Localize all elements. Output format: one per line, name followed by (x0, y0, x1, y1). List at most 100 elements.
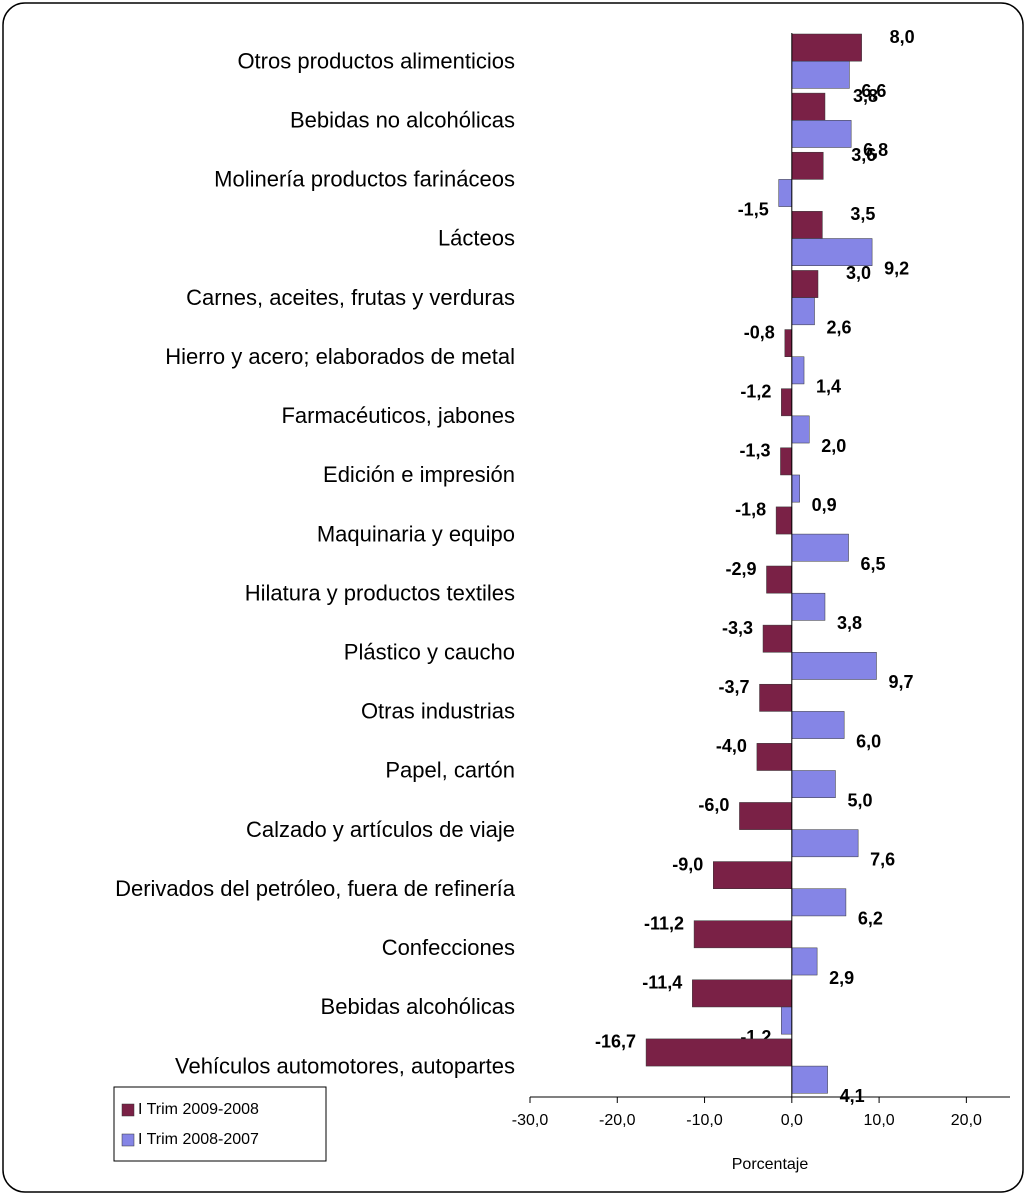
category-label: Otros productos alimenticios (237, 48, 515, 73)
value-label: 2,9 (829, 968, 854, 988)
bar (791, 238, 873, 266)
bar (762, 624, 793, 653)
bar (791, 60, 850, 89)
bar (791, 211, 823, 239)
value-label: 2,0 (821, 436, 846, 456)
bar (778, 179, 793, 207)
value-label: -11,4 (642, 973, 682, 993)
bar (780, 447, 793, 476)
bar (791, 770, 836, 798)
category-label: Bebidas no alcohólicas (290, 107, 515, 132)
bar (756, 743, 793, 771)
bar (791, 947, 818, 976)
value-label: -3,7 (718, 677, 749, 697)
x-tick-label: 10,0 (864, 1112, 895, 1129)
x-tick-label: -30,0 (512, 1112, 549, 1129)
bar (693, 920, 793, 949)
value-label: 5,0 (847, 790, 872, 810)
value-label: 8,0 (890, 27, 915, 47)
bar (791, 33, 862, 62)
bar (791, 270, 819, 298)
bar (791, 120, 852, 148)
value-label: 6,8 (863, 140, 888, 160)
x-tick-label: 0,0 (781, 1112, 803, 1129)
value-label: -1,2 (740, 381, 771, 401)
bar (791, 474, 800, 503)
value-label: 4,1 (840, 1086, 865, 1106)
category-label: Maquinaria y equipo (317, 521, 515, 546)
category-label: Calzado y artículos de viaje (246, 817, 515, 842)
bar (713, 861, 793, 889)
legend-swatch (121, 1133, 135, 1147)
bar (775, 506, 793, 535)
category-label: Plástico y caucho (344, 639, 515, 664)
category-label: Bebidas alcohólicas (321, 994, 515, 1019)
value-label: -11,2 (644, 913, 684, 933)
bar (781, 388, 793, 417)
legend-box (113, 1086, 327, 1162)
value-label: 6,2 (858, 909, 883, 929)
bar (784, 329, 793, 357)
category-label: Carnes, aceites, frutas y verduras (186, 285, 515, 310)
value-label: -2,9 (725, 559, 756, 579)
value-label: 3,8 (853, 86, 878, 106)
value-label: 6,5 (861, 554, 886, 574)
bar (791, 151, 824, 180)
value-label: 0,9 (812, 495, 837, 515)
category-label: Hierro y acero; elaborados de metal (165, 344, 515, 369)
x-axis-title: Porcentaje (732, 1156, 809, 1173)
bar (766, 565, 793, 594)
value-label: 3,8 (837, 613, 862, 633)
value-label: -0,8 (744, 322, 775, 342)
value-label: -1,5 (738, 199, 769, 219)
value-label: 6,0 (856, 731, 881, 751)
value-label: 9,7 (888, 672, 913, 692)
value-label: 2,6 (827, 318, 852, 338)
bar (791, 297, 815, 326)
value-label: -4,0 (716, 736, 747, 756)
category-label: Hilatura y productos textiles (245, 580, 515, 605)
bar (739, 802, 793, 830)
category-label: Farmacéuticos, jabones (281, 403, 515, 428)
bar (791, 592, 826, 621)
bar (791, 888, 847, 917)
value-label: -16,7 (595, 1032, 636, 1052)
bar (791, 1065, 828, 1094)
bar (791, 415, 810, 444)
category-label: Papel, cartón (385, 758, 515, 783)
category-label: Lácteos (438, 226, 515, 251)
value-label: 6,6 (861, 81, 886, 101)
x-tick-label: 20,0 (951, 1112, 982, 1129)
category-label: Vehículos automotores, autopartes (175, 1053, 515, 1078)
bar (791, 92, 826, 121)
category-label: Edición e impresión (323, 462, 515, 487)
category-label: Molinería productos farináceos (214, 167, 515, 192)
value-label: -9,0 (672, 854, 703, 874)
value-label: 9,2 (884, 258, 909, 278)
bar (791, 829, 859, 858)
value-label: 3,0 (846, 263, 871, 283)
x-tick-label: -10,0 (686, 1112, 723, 1129)
value-label: -1,3 (739, 441, 770, 461)
legend-label: I Trim 2009-2008 (138, 1101, 259, 1118)
legend-label: I Trim 2008-2007 (138, 1131, 259, 1148)
value-label: 1,4 (816, 377, 841, 397)
bar (781, 1006, 793, 1035)
value-label: -3,3 (722, 618, 753, 638)
bar (791, 711, 845, 739)
legend-swatch (121, 1103, 135, 1117)
value-label: 7,6 (870, 850, 895, 870)
category-label: Otras industrias (361, 699, 515, 724)
bar (791, 533, 849, 562)
bar (759, 683, 793, 712)
category-label: Confecciones (382, 935, 515, 960)
bar (692, 979, 793, 1008)
category-label: Derivados del petróleo, fuera de refiner… (115, 876, 516, 901)
value-label: 3,5 (850, 204, 875, 224)
bar (645, 1038, 793, 1067)
bar (791, 356, 805, 385)
value-label: 3,6 (851, 145, 876, 165)
value-label: -6,0 (698, 795, 729, 815)
